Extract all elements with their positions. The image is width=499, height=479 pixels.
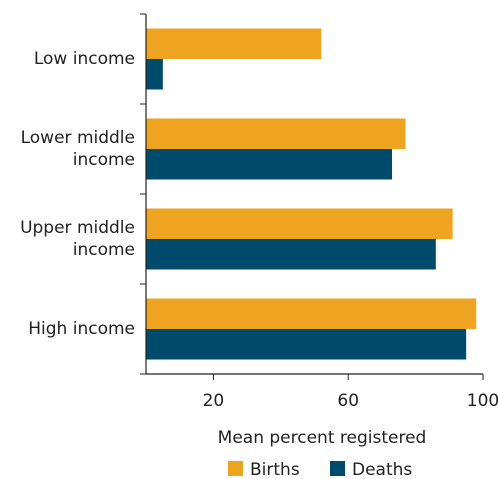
- bar: [146, 208, 453, 239]
- bar: [146, 59, 163, 90]
- bar: [146, 149, 393, 180]
- bar: [146, 239, 436, 270]
- legend-swatch: [228, 461, 243, 476]
- legend-label: Deaths: [352, 460, 412, 479]
- bar: [146, 329, 467, 360]
- x-tick-label: 100: [467, 391, 499, 411]
- y-tick-label: Low income: [33, 49, 135, 69]
- y-tick-label: Upper middle income: [20, 218, 135, 260]
- bar: [146, 118, 406, 149]
- x-tick-label: 60: [337, 391, 359, 411]
- bar: [146, 28, 322, 59]
- x-tick-label: 20: [203, 391, 225, 411]
- x-axis-label: Mean percent registered: [218, 428, 427, 448]
- legend-swatch: [330, 461, 345, 476]
- legend-label: Births: [250, 460, 300, 479]
- bar: [146, 298, 477, 329]
- y-tick-label: Lower middle income: [20, 128, 135, 170]
- y-tick-label: High income: [28, 319, 135, 339]
